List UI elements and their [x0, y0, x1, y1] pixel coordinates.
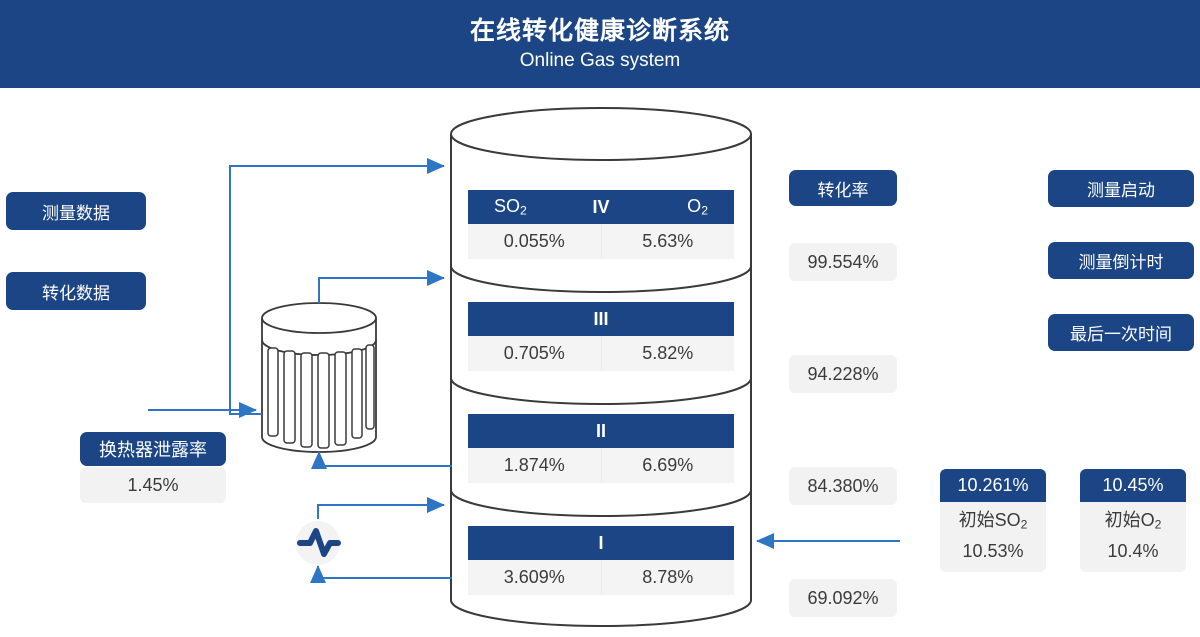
page-subtitle: Online Gas system	[519, 49, 681, 71]
conversion-rate-stage-IV: 99.554%	[789, 243, 897, 281]
page-header: 在线转化健康诊断系统 Online Gas system	[0, 0, 1200, 88]
stage-IV-o2: 5.63%	[600, 224, 735, 259]
inlet-o2-headline: 10.45%	[1080, 469, 1186, 502]
stage-I: I 3.609% 8.78%	[468, 526, 734, 595]
stage-IV-values: 0.055% 5.63%	[468, 224, 734, 259]
heat-exchanger-leak-value: 1.45%	[80, 467, 226, 503]
last-time-button[interactable]: 最后一次时间	[1048, 314, 1194, 351]
conversion-rate-label: 转化率	[789, 170, 897, 206]
stage-I-values: 3.609% 8.78%	[468, 560, 734, 595]
conversion-data-button[interactable]: 转化数据	[6, 272, 146, 310]
stage-II-roman: II	[595, 420, 606, 441]
flow-arrows	[148, 158, 900, 583]
measure-start-button[interactable]: 测量启动	[1048, 170, 1194, 207]
conversion-rate-stage-III: 94.228%	[789, 355, 897, 393]
column-header-so2: SO2	[494, 196, 527, 218]
measure-countdown-button[interactable]: 测量倒计时	[1048, 242, 1194, 279]
pulse-icon	[296, 521, 341, 565]
stage-II: II 1.874% 6.69%	[468, 414, 734, 483]
stage-I-roman: I	[598, 532, 604, 553]
inlet-o2-value: 10.4%	[1107, 540, 1159, 561]
stage-I-header: I	[468, 526, 734, 560]
inlet-o2-title: 初始O2	[1104, 510, 1162, 532]
inlet-so2-card: 10.261% 初始SO2 10.53%	[940, 469, 1046, 572]
stage-II-o2: 6.69%	[600, 448, 735, 483]
conversion-rate-stage-II: 84.380%	[789, 467, 897, 505]
stage-III-header: III	[468, 302, 734, 336]
stage-IV-so2: 0.055%	[503, 231, 565, 251]
stage-IV: SO2 IV O2 0.055% 5.63%	[468, 190, 734, 259]
inlet-o2-body: 初始O2 10.4%	[1080, 502, 1186, 572]
stage-I-so2: 3.609%	[503, 567, 565, 587]
stage-III: III 0.705% 5.82%	[468, 302, 734, 371]
stage-III-roman: III	[593, 308, 609, 329]
measurement-data-button[interactable]: 测量数据	[6, 192, 146, 230]
inlet-so2-value: 10.53%	[962, 540, 1024, 561]
conversion-rate-stage-I: 69.092%	[789, 579, 897, 617]
column-header-o2: O2	[687, 196, 708, 218]
stage-IV-roman: IV	[592, 196, 610, 217]
stage-II-so2: 1.874%	[503, 455, 565, 475]
inlet-so2-body: 初始SO2 10.53%	[940, 502, 1046, 572]
heat-exchanger-icon	[261, 302, 377, 453]
stage-II-values: 1.874% 6.69%	[468, 448, 734, 483]
stage-III-values: 0.705% 5.82%	[468, 336, 734, 371]
inlet-so2-title: 初始SO2	[958, 510, 1028, 532]
stage-II-header: II	[468, 414, 734, 448]
stage-III-o2: 5.82%	[600, 336, 735, 371]
heat-exchanger-leak-label: 换热器泄露率	[80, 432, 226, 466]
stage-III-so2: 0.705%	[503, 343, 565, 363]
inlet-so2-headline: 10.261%	[940, 469, 1046, 502]
stage-IV-header: SO2 IV O2	[468, 190, 734, 224]
stage-I-o2: 8.78%	[600, 560, 735, 595]
page-title: 在线转化健康诊断系统	[469, 16, 730, 45]
inlet-o2-card: 10.45% 初始O2 10.4%	[1080, 469, 1186, 572]
